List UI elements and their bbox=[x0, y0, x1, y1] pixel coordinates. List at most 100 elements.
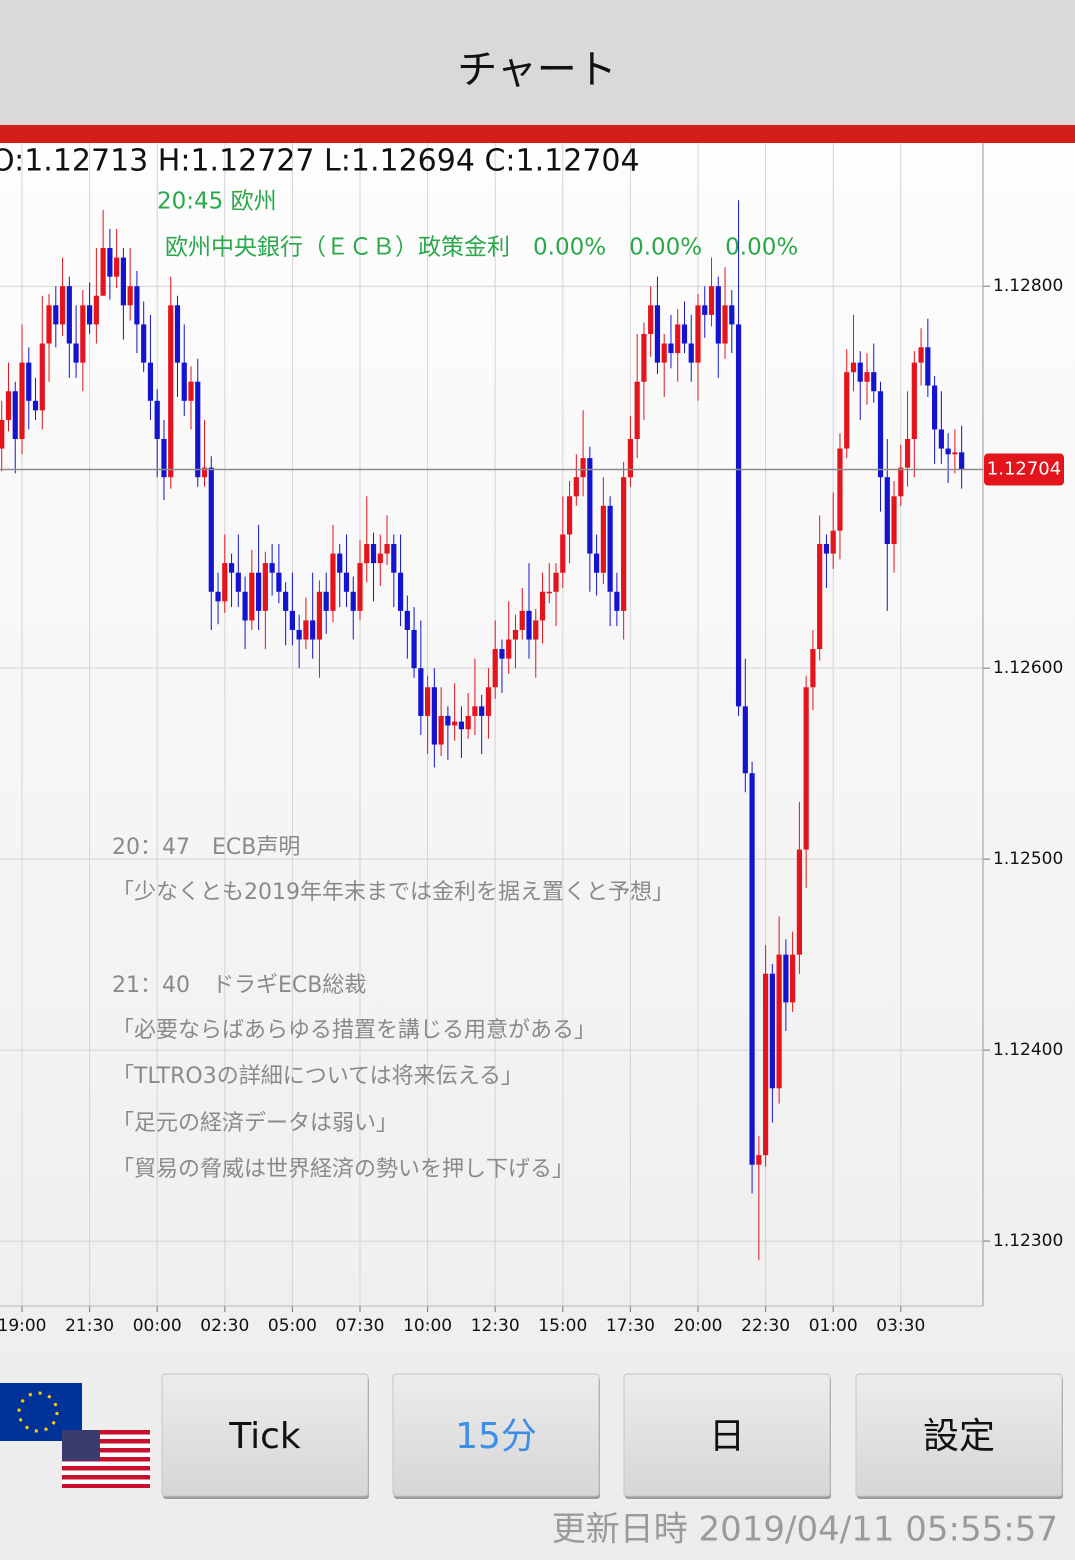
header-bar bbox=[0, 0, 1075, 125]
candle-body bbox=[904, 439, 911, 468]
news-line: 「必要ならばあらゆる措置を講じる用意がある」 bbox=[112, 1018, 596, 1043]
candle-body bbox=[26, 362, 32, 401]
button-face[interactable] bbox=[392, 1373, 600, 1497]
candle-body bbox=[675, 324, 681, 354]
candle-body bbox=[289, 610, 295, 630]
candle-body bbox=[134, 286, 140, 325]
candle-body bbox=[688, 343, 694, 363]
candle-body bbox=[884, 477, 890, 545]
x-tick-label: 15:00 bbox=[538, 1316, 587, 1336]
candle-body bbox=[959, 452, 965, 470]
candle-body bbox=[445, 715, 451, 726]
button-label[interactable]: Tick bbox=[228, 1416, 301, 1457]
x-tick-label: 00:00 bbox=[133, 1316, 182, 1336]
candle-body bbox=[918, 347, 924, 363]
candle-body bbox=[276, 572, 282, 592]
x-tick-label: 17:30 bbox=[606, 1316, 655, 1336]
flag-stars bbox=[17, 1391, 59, 1433]
candle-body bbox=[877, 391, 884, 478]
x-tick-label: 12:30 bbox=[471, 1316, 520, 1336]
button-label[interactable]: 設定 bbox=[923, 1416, 995, 1457]
candle-body bbox=[485, 687, 492, 716]
candle-body bbox=[350, 591, 356, 611]
candle-body bbox=[708, 286, 715, 315]
x-tick-label: 02:30 bbox=[200, 1316, 249, 1336]
candle-body bbox=[357, 563, 363, 611]
candle-body bbox=[844, 372, 850, 449]
news-heading: 21：40 ドラギECB総裁 bbox=[112, 973, 366, 998]
flag-stripes bbox=[62, 1430, 150, 1488]
candle-body bbox=[614, 591, 620, 611]
candle-body bbox=[790, 954, 796, 1003]
candle-body bbox=[222, 563, 228, 602]
price-tag bbox=[984, 453, 1064, 486]
candle-body bbox=[195, 381, 201, 478]
candle-body bbox=[634, 381, 640, 440]
candle-body bbox=[438, 715, 444, 745]
candle-body bbox=[397, 572, 404, 611]
candle-body bbox=[594, 553, 600, 573]
candle-body bbox=[53, 305, 59, 325]
candle-body bbox=[492, 649, 498, 688]
timeframe-button[interactable]: 設定 bbox=[855, 1373, 1063, 1499]
candle-body bbox=[364, 544, 370, 564]
candle-body bbox=[810, 649, 816, 688]
x-tick-label: 19:00 bbox=[0, 1316, 47, 1336]
candle-body bbox=[154, 400, 160, 440]
update-time: 更新日時 2019/04/11 05:55:57 bbox=[552, 1510, 1058, 1550]
candle-body bbox=[891, 496, 897, 545]
candle-body bbox=[566, 496, 573, 535]
candle-body bbox=[93, 295, 99, 325]
candle-body bbox=[343, 572, 350, 592]
candle-body bbox=[546, 591, 552, 594]
x-tick-label: 20:00 bbox=[674, 1316, 723, 1336]
candle-body bbox=[323, 591, 329, 611]
candle-body bbox=[560, 534, 566, 573]
candle-body bbox=[817, 544, 823, 650]
button-label[interactable]: 15分 bbox=[455, 1416, 537, 1457]
candle-body bbox=[201, 467, 208, 478]
candle-body bbox=[472, 706, 478, 716]
candle-body bbox=[587, 458, 593, 554]
candle-body bbox=[938, 429, 944, 449]
x-tick-label: 07:30 bbox=[336, 1316, 385, 1336]
candle-body bbox=[519, 610, 525, 630]
candle-body bbox=[533, 620, 539, 640]
candle-body bbox=[621, 477, 627, 611]
candle-body bbox=[479, 706, 485, 716]
candle-body bbox=[141, 324, 147, 363]
x-tick-label: 22:30 bbox=[741, 1316, 790, 1336]
candle-body bbox=[925, 347, 931, 386]
timeframe-button[interactable]: 日 bbox=[623, 1373, 831, 1499]
candle-body bbox=[830, 530, 836, 554]
candle-body bbox=[87, 305, 93, 325]
button-face[interactable] bbox=[855, 1373, 1063, 1497]
candle-body bbox=[607, 505, 613, 592]
header-title: チャート bbox=[457, 47, 617, 93]
news-line: 「貿易の脅威は世界経済の勢いを押し下げる」 bbox=[112, 1157, 574, 1182]
candle-body bbox=[769, 973, 775, 1089]
candle-body bbox=[66, 286, 72, 344]
candle-body bbox=[316, 591, 323, 640]
news-line: 「TLTRO3の詳細については将来伝える」 bbox=[112, 1064, 523, 1089]
button-label[interactable]: 日 bbox=[709, 1416, 745, 1457]
candle-body bbox=[945, 448, 951, 455]
chart: 19:00 21:30 00:00 02:30 05:00 07:30 10:00 12:30… bbox=[0, 143, 1064, 1336]
button-face[interactable] bbox=[161, 1373, 369, 1497]
price-tag-label: 1.12704 bbox=[987, 459, 1061, 480]
timeframe-button[interactable]: Tick bbox=[161, 1373, 369, 1499]
candle-body bbox=[120, 257, 126, 306]
candle-body bbox=[32, 400, 39, 411]
button-face[interactable] bbox=[623, 1373, 831, 1497]
candle-body bbox=[715, 286, 721, 344]
candle-body bbox=[296, 629, 302, 640]
x-tick-label: 05:00 bbox=[268, 1316, 317, 1336]
candle-body bbox=[654, 305, 661, 363]
event-time: 20:45 欧州 bbox=[157, 189, 277, 215]
timeframe-button[interactable]: 15分 bbox=[392, 1373, 600, 1499]
button-bar: Tick 15分 日 設定 bbox=[161, 1373, 1063, 1499]
candle-body bbox=[377, 553, 383, 564]
x-tick-label: 10:00 bbox=[403, 1316, 452, 1336]
